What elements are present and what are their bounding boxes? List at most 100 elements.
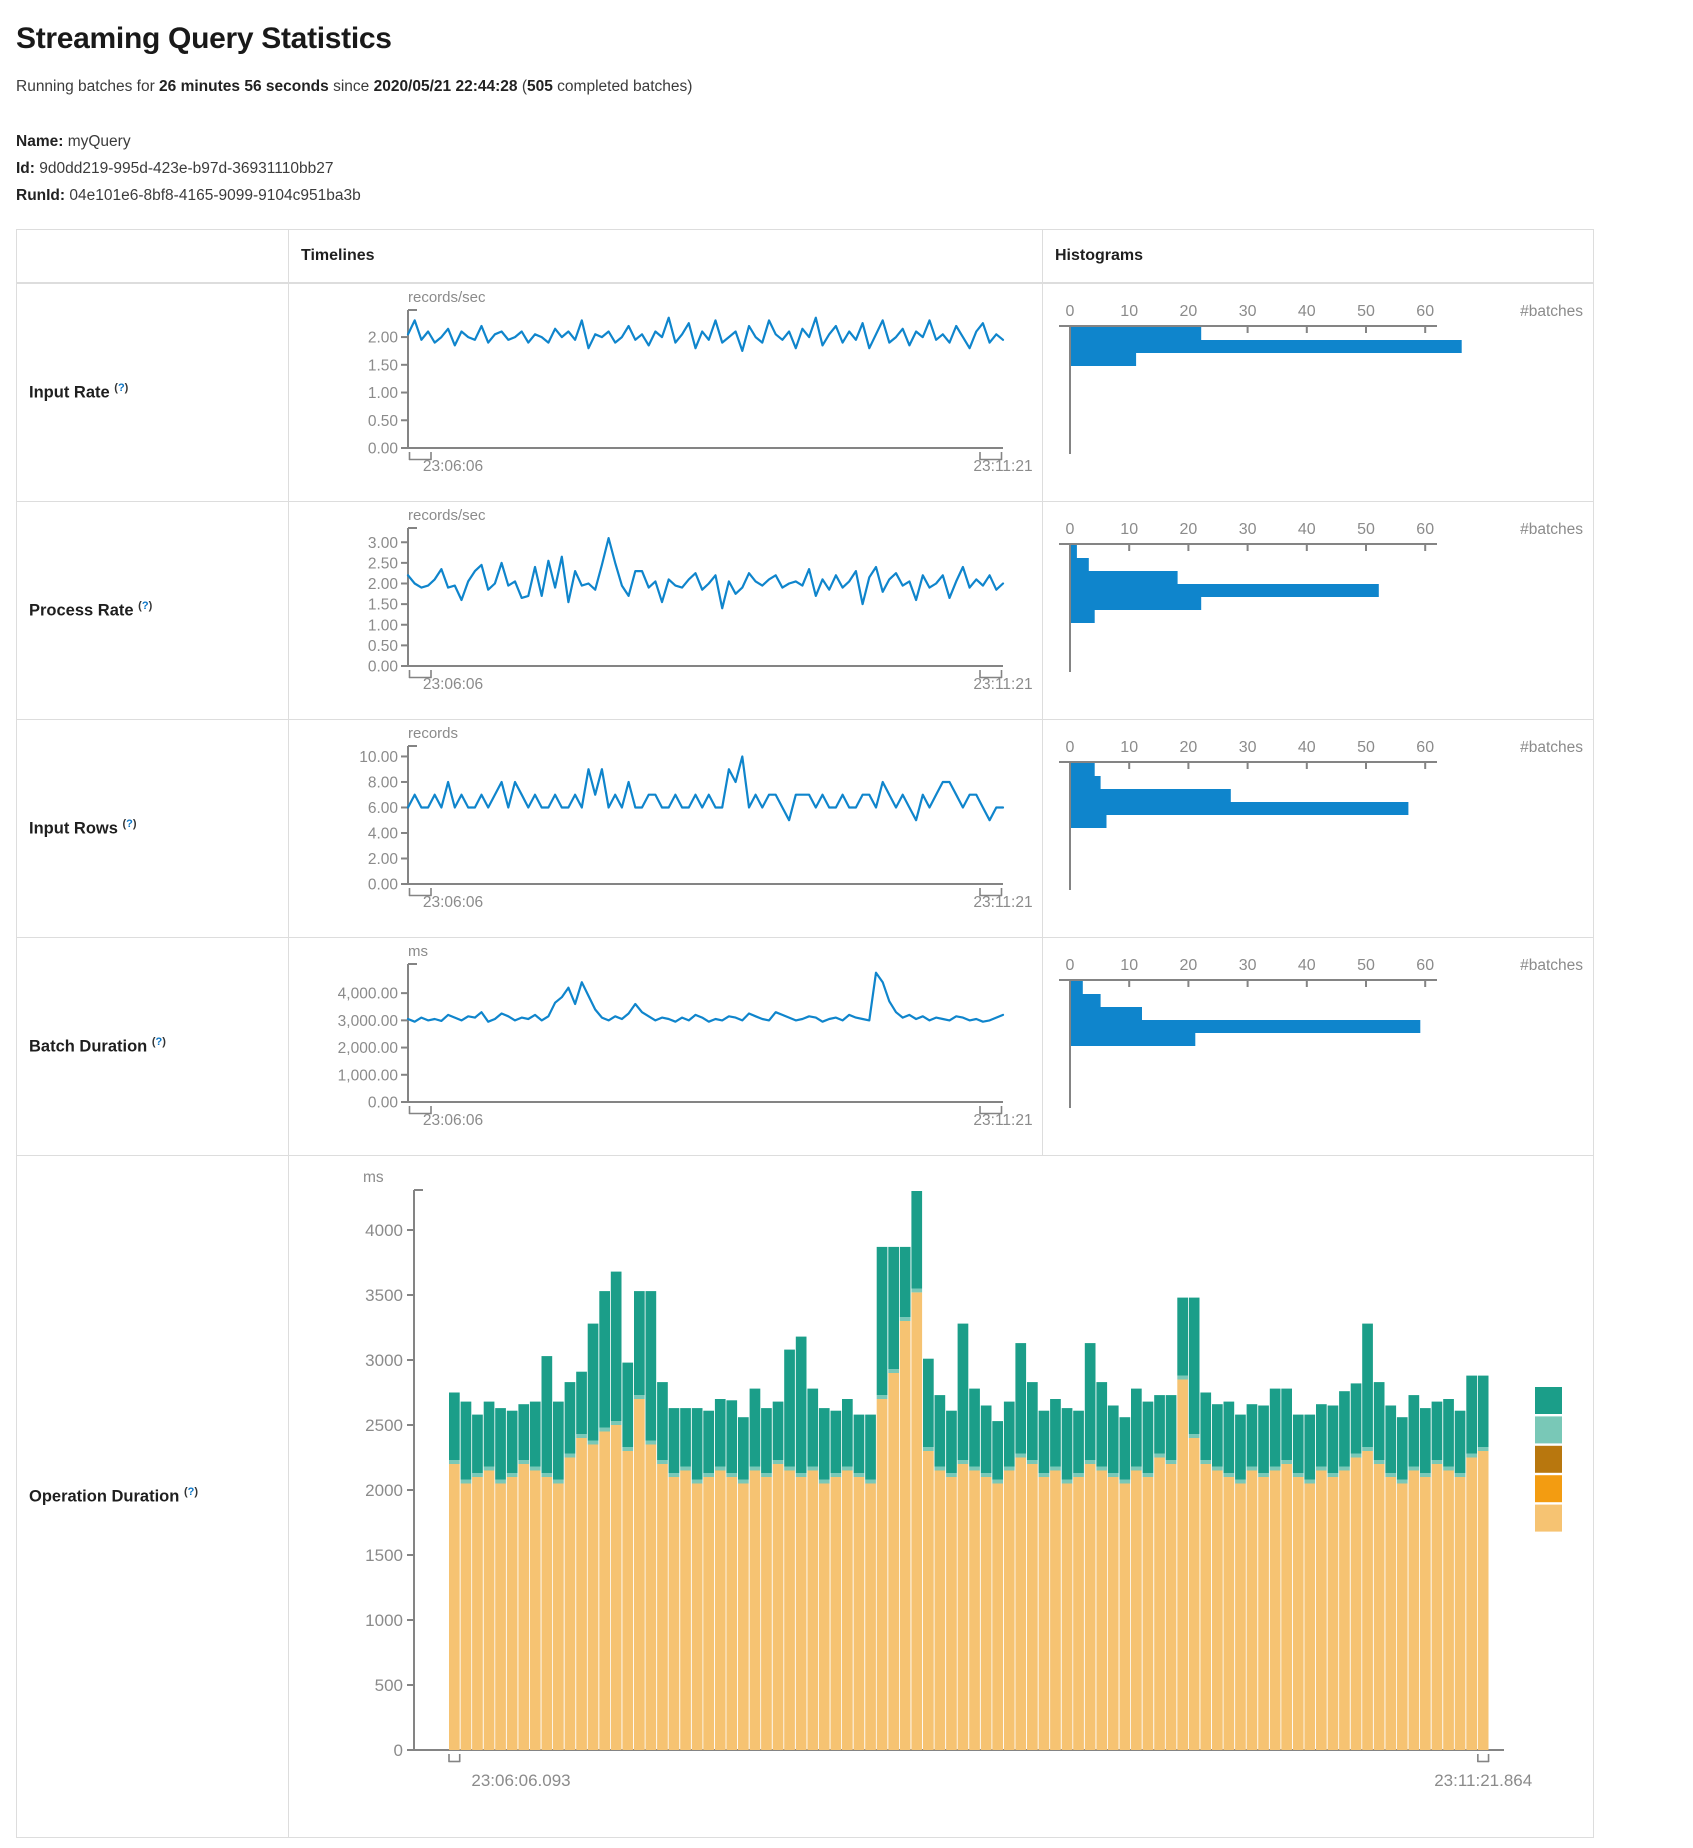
svg-text:2000: 2000 <box>365 1481 403 1500</box>
metric-label-text: Batch Duration <box>29 1037 148 1056</box>
svg-text:records: records <box>408 725 458 742</box>
input-rate-histogram-chart: 0 10 20 30 40 50 60 #batches <box>1059 303 1583 454</box>
svg-text:2.00: 2.00 <box>368 851 399 868</box>
process-rate-timeline-cell: records/sec 3.00 2.50 2.00 1.50 1.00 0.50 0.00 2… <box>288 501 1043 720</box>
svg-text:#batches: #batches <box>1520 957 1583 974</box>
help-tooltip-batch-duration[interactable]: (?) <box>152 1036 166 1048</box>
svg-text:1.50: 1.50 <box>368 597 399 614</box>
help-paren: ) <box>124 382 129 395</box>
help-paren: ( <box>183 1486 188 1499</box>
query-runid-value: 04e101e6-8bf8-4165-9099-9104c951ba3b <box>69 187 361 204</box>
svg-text:23:11:21: 23:11:21 <box>973 676 1032 693</box>
axes: 3.00 2.50 2.00 1.50 1.00 0.50 0.00 23:06:06 23:1… <box>368 527 1033 693</box>
svg-text:4,000.00: 4,000.00 <box>338 986 399 1003</box>
histograms-column-header: Histograms <box>1042 229 1594 284</box>
metric-column-header <box>16 229 289 284</box>
histogram-bars <box>1071 981 1421 1046</box>
query-id-value: 9d0dd219-995d-423e-b97d-36931110bb27 <box>39 160 334 177</box>
metric-label-input-rows: Input Rows (?) <box>16 719 289 938</box>
svg-text:20: 20 <box>1180 957 1198 974</box>
svg-text:60: 60 <box>1416 521 1434 538</box>
summary-text: Running batches for <box>16 78 160 95</box>
stats-row-process-rate: Process Rate (?) records/sec 3.00 2.50 2.00 1… <box>16 501 1594 720</box>
svg-text:50: 50 <box>1357 739 1375 756</box>
help-tooltip-process-rate[interactable]: (?) <box>138 600 152 612</box>
input-rate-histogram-cell: 0 10 20 30 40 50 60 #batches <box>1042 282 1594 502</box>
completed-batches-count: 505 <box>526 78 553 95</box>
metric-label-process-rate: Process Rate (?) <box>16 501 289 720</box>
svg-text:0.00: 0.00 <box>368 441 399 458</box>
svg-text:30: 30 <box>1239 521 1257 538</box>
svg-text:23:11:21.864: 23:11:21.864 <box>1434 1771 1532 1790</box>
help-tooltip-input-rows[interactable]: (?) <box>123 818 137 830</box>
help-paren: ( <box>114 382 118 395</box>
svg-text:30: 30 <box>1239 739 1257 756</box>
svg-text:2,000.00: 2,000.00 <box>338 1040 399 1057</box>
svg-text:20: 20 <box>1180 739 1198 756</box>
timelines-column-header: Timelines <box>288 229 1043 284</box>
query-name-value: myQuery <box>67 133 131 150</box>
help-tooltip-operation-duration[interactable]: (?) <box>184 1486 198 1498</box>
timeline-series <box>406 971 1005 1023</box>
svg-text:30: 30 <box>1239 957 1257 974</box>
legend-swatch-1 <box>1535 1387 1562 1414</box>
batch-duration-histogram-chart: 0 10 20 30 40 50 60 #batches <box>1059 957 1583 1108</box>
svg-text:23:06:06: 23:06:06 <box>423 676 483 693</box>
help-paren: ) <box>162 1036 166 1049</box>
help-paren: ) <box>148 600 153 613</box>
axes: 0 10 20 30 40 50 60 #batches <box>1059 521 1583 672</box>
svg-text:0.50: 0.50 <box>368 638 399 655</box>
svg-text:8.00: 8.00 <box>368 774 399 791</box>
timeline-series <box>406 316 1005 353</box>
axes: 10.00 8.00 6.00 4.00 2.00 0.00 23:06:06 23:11:2… <box>359 745 1033 911</box>
metric-label-text: Process Rate <box>29 601 134 620</box>
svg-text:2.00: 2.00 <box>368 576 399 593</box>
svg-text:ms: ms <box>408 943 428 960</box>
running-duration: 26 minutes 56 seconds <box>159 78 329 95</box>
stats-row-operation-duration: Operation Duration (?) ms 4000 3500 3000 2500… <box>16 1155 1594 1838</box>
svg-text:0.00: 0.00 <box>368 659 399 676</box>
help-paren: ( <box>151 1036 156 1049</box>
histogram-bars <box>1071 327 1462 366</box>
stats-row-batch-duration: Batch Duration (?) ms 4,000.00 3,000.00 2,00… <box>16 937 1594 1156</box>
range-bracket <box>408 452 432 461</box>
svg-text:60: 60 <box>1416 957 1434 974</box>
question-mark-icon: ? <box>187 1486 195 1499</box>
svg-text:10: 10 <box>1120 739 1138 756</box>
svg-text:0.50: 0.50 <box>368 413 399 430</box>
svg-text:0.00: 0.00 <box>368 1095 399 1112</box>
svg-text:10: 10 <box>1120 303 1138 320</box>
range-bracket <box>979 1106 1003 1115</box>
start-timestamp: 2020/05/21 22:44:28 <box>373 78 518 95</box>
process-rate-histogram-chart: 0 10 20 30 40 50 60 #batches <box>1059 521 1583 672</box>
metric-label-batch-duration: Batch Duration (?) <box>16 937 289 1156</box>
svg-text:23:11:21: 23:11:21 <box>973 458 1032 475</box>
query-runid-label: RunId: <box>16 187 66 204</box>
batch-duration-timeline-chart: ms 4,000.00 3,000.00 2,000.00 1,000.00 0.00 23… <box>338 943 1033 1129</box>
query-id-line: Id: 9d0dd219-995d-423e-b97d-36931110bb27 <box>16 155 1677 182</box>
svg-text:50: 50 <box>1357 957 1375 974</box>
metric-label-text: Input Rows <box>29 819 118 838</box>
svg-text:40: 40 <box>1298 303 1316 320</box>
range-bracket <box>979 888 1003 897</box>
input-rows-histogram-chart: 0 10 20 30 40 50 60 #batches <box>1059 739 1583 890</box>
help-tooltip-input-rate[interactable]: (?) <box>114 382 128 394</box>
svg-text:4.00: 4.00 <box>368 825 399 842</box>
query-runid-line: RunId: 04e101e6-8bf8-4165-9099-9104c951b… <box>16 182 1677 209</box>
histogram-bars <box>1071 545 1379 623</box>
operation-duration-stacked-chart: ms 4000 3500 3000 2500 2000 1500 1000 500 0 23:06:… <box>363 1169 1562 1790</box>
input-rate-timeline-cell: records/sec 2.00 1.50 1.00 0.50 0.00 23:06:06 2… <box>288 282 1043 502</box>
query-name-label: Name: <box>16 133 64 150</box>
range-bracket <box>448 1754 461 1763</box>
svg-text:2.50: 2.50 <box>368 555 399 572</box>
svg-text:1.00: 1.00 <box>368 617 399 634</box>
metric-label-text: Operation Duration <box>29 1487 180 1506</box>
input-rows-timeline-cell: records 10.00 8.00 6.00 4.00 2.00 0.00 23:06:06… <box>288 719 1043 938</box>
histogram-bars <box>1071 763 1409 828</box>
batch-duration-histogram-cell: 0 10 20 30 40 50 60 #batches <box>1042 937 1594 1156</box>
query-id-label: Id: <box>16 160 35 177</box>
svg-text:#batches: #batches <box>1520 739 1583 756</box>
help-paren: ) <box>132 818 137 831</box>
question-mark-icon: ? <box>117 382 125 395</box>
